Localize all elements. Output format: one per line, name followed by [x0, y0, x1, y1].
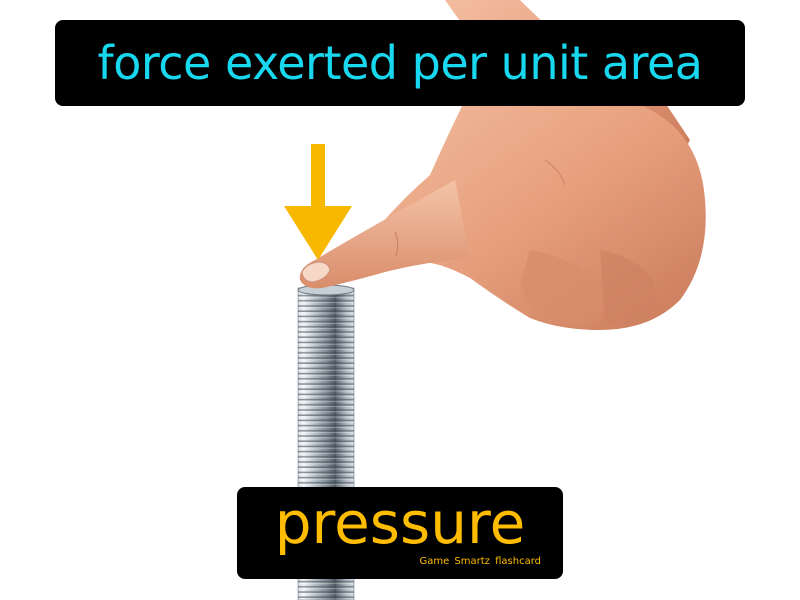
- pointing-hand-icon: [299, 0, 706, 330]
- definition-banner: force exerted per unit area: [55, 20, 745, 106]
- term-title: pressure: [274, 489, 526, 557]
- brand-label: Game Smartz flashcard: [419, 556, 541, 567]
- down-arrow-icon: [284, 144, 352, 260]
- definition-text: force exerted per unit area: [97, 36, 703, 90]
- term-banner: pressure Game Smartz flashcard: [237, 487, 563, 579]
